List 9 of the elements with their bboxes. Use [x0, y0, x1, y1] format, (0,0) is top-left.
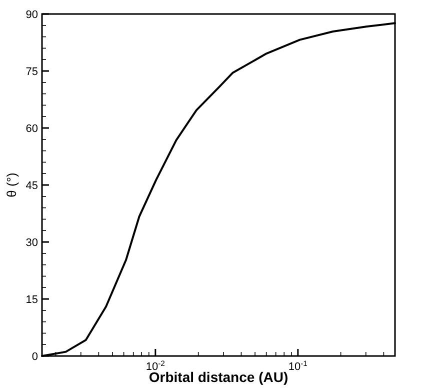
- x-tick-label: 10$^{-1}$: [288, 358, 308, 373]
- y-tick-label: 30: [26, 237, 38, 249]
- y-tick-label: 75: [26, 66, 38, 78]
- y-tick-label: 45: [26, 180, 38, 192]
- y-axis-title: θ (°): [4, 172, 19, 198]
- y-tick-label: 60: [26, 123, 38, 135]
- y-tick-label: 15: [26, 294, 38, 306]
- y-tick-label: 0: [32, 351, 38, 363]
- y-tick-label: 90: [26, 9, 38, 21]
